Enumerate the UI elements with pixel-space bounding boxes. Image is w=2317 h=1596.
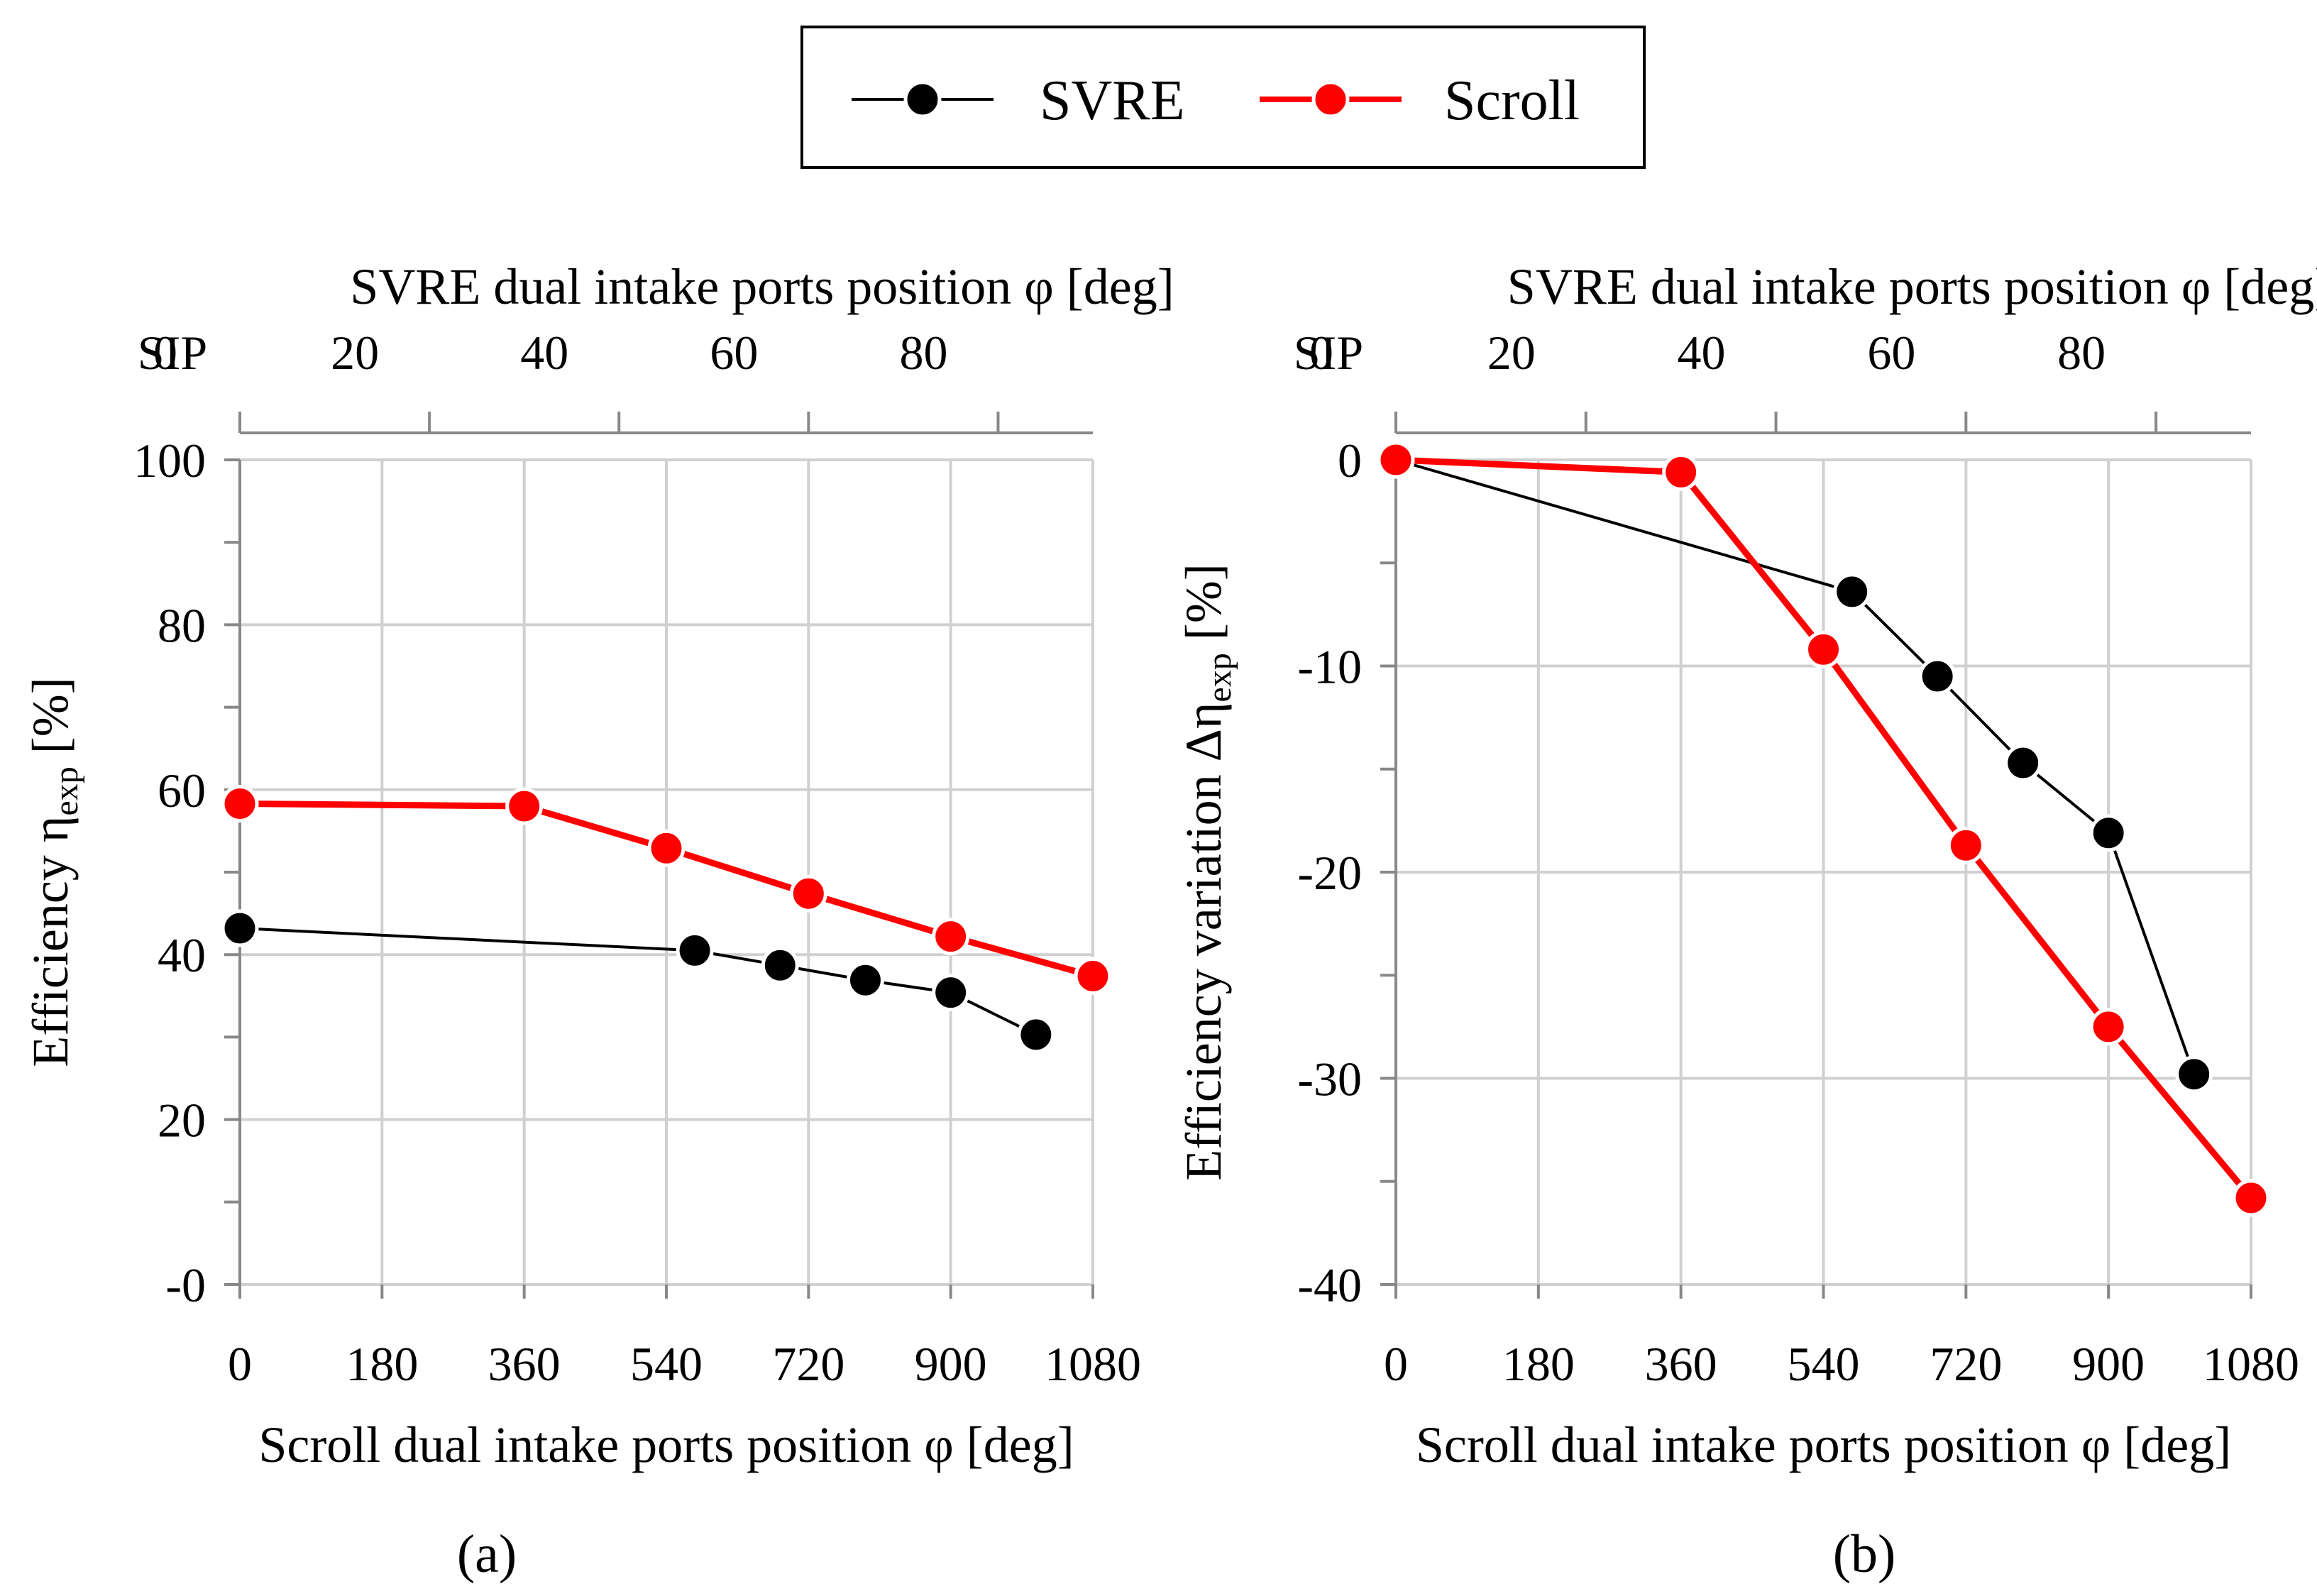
p0-panel-label: (a) <box>457 1524 517 1584</box>
p1-top-axis-sip: SIP <box>1294 326 1363 380</box>
p0-point-svre <box>221 909 259 947</box>
p1-top-tick-label: 0 <box>1309 326 1333 380</box>
p0-x-axis-title: Scroll dual intake ports position φ [deg… <box>258 1416 1074 1473</box>
p1-point-svre <box>1833 573 1871 611</box>
p0-x-tick-label: 720 <box>772 1337 844 1391</box>
p1-top-tick-label: 80 <box>2057 326 2106 380</box>
p0-top-tick-label: 60 <box>710 326 758 380</box>
p0-y-tick-label: 100 <box>133 434 206 488</box>
p1-y-axis-title-unit: [%] <box>1175 563 1232 653</box>
p0-point-svre <box>932 974 970 1012</box>
p1-x-tick-label: 540 <box>1788 1337 1860 1391</box>
p0-point-svre <box>846 961 884 999</box>
p0-top-axis-title: SVRE dual intake ports position φ [deg] <box>350 258 1174 315</box>
p0-y-tick-label: 80 <box>158 598 206 652</box>
p1-y-tick-label: -10 <box>1297 640 1362 694</box>
p1-y-tick-label: -30 <box>1297 1052 1362 1106</box>
p0-y-axis-title-unit: [%] <box>22 677 79 766</box>
p1-point-svre <box>2089 814 2128 852</box>
p1-point-scroll <box>2232 1179 2270 1217</box>
p1-series-line-scroll <box>1395 456 2254 1200</box>
p0-point-svre <box>676 931 714 969</box>
p0-top-axis-sip: SIP <box>138 326 207 380</box>
p1-point-svre <box>1918 657 1956 695</box>
p1-y-axis-title-sub: exp <box>1201 653 1238 702</box>
p1-point-scroll <box>1662 453 1700 491</box>
legend-box <box>800 26 1646 169</box>
p1-panel-label: (b) <box>1833 1524 1896 1584</box>
p1-point-scroll <box>1377 441 1415 479</box>
p1-series-line-svre <box>1395 458 2196 1075</box>
p0-x-tick-label: 180 <box>346 1337 418 1391</box>
p1-x-tick-label: 720 <box>1930 1337 2002 1391</box>
legend-svre-label: SVRE <box>1040 70 1185 132</box>
p0-y-tick-label: 40 <box>158 928 206 982</box>
p0-point-scroll <box>505 787 544 825</box>
p0-point-scroll <box>1074 957 1112 995</box>
p0-y-tick-label: 60 <box>158 764 206 818</box>
p1-x-tick-label: 900 <box>2072 1337 2145 1391</box>
p0-y-axis-title-sub: exp <box>48 766 85 815</box>
p0-series-line-scroll <box>239 800 1094 979</box>
p1-point-scroll <box>1947 826 1985 864</box>
p0-point-scroll <box>789 874 827 913</box>
p0-point-scroll <box>932 918 970 956</box>
p1-x-tick-label: 1080 <box>2203 1337 2299 1391</box>
p0-x-tick-label: 540 <box>630 1337 703 1391</box>
p0-x-tick-label: 1080 <box>1045 1337 1141 1391</box>
p1-top-tick-label: 20 <box>1487 326 1536 380</box>
p1-top-axis-title: SVRE dual intake ports position φ [deg] <box>1507 258 2317 315</box>
legend: SVRE Scroll <box>800 26 1646 169</box>
panel-b: 0 -10 -20 -30 -40 0 180 360 540 720 900 1080 Scroll … <box>1175 258 2317 1584</box>
p1-x-tick-label: 360 <box>1645 1337 1717 1391</box>
p0-top-tick-label: 0 <box>153 326 177 380</box>
p0-x-tick-label: 900 <box>915 1337 987 1391</box>
p0-top-tick-label: 40 <box>520 326 568 380</box>
p0-top-tick-label: 80 <box>899 326 947 380</box>
p0-top-tick-label: 20 <box>331 326 379 380</box>
p1-point-scroll <box>2089 1008 2128 1046</box>
p0-y-axis-title-main: Efficiency η <box>22 816 79 1067</box>
p1-x-tick-label: 0 <box>1384 1337 1408 1391</box>
p1-y-tick-label: -40 <box>1297 1258 1362 1312</box>
p1-y-tick-label: 0 <box>1338 434 1362 488</box>
p1-x-axis-title: Scroll dual intake ports position φ [deg… <box>1416 1416 2231 1473</box>
p0-point-svre <box>1017 1016 1055 1054</box>
p1-top-tick-label: 40 <box>1678 326 1726 380</box>
p0-y-tick-label: -0 <box>165 1258 206 1312</box>
p1-y-axis-title-main: Efficiency variation Δη <box>1175 702 1232 1180</box>
p1-y-axis-title: Efficiency variation Δηexp [%] <box>1175 563 1238 1181</box>
p1-x-tick-label: 180 <box>1502 1337 1575 1391</box>
p0-y-tick-label: 20 <box>158 1094 206 1148</box>
p0-x-tick-label: 360 <box>488 1337 561 1391</box>
p1-point-svre <box>2004 744 2042 782</box>
p0-y-axis-title: Efficiency ηexp [%] <box>22 677 85 1067</box>
p0-series-line-svre <box>239 927 1037 1036</box>
p0-point-scroll <box>647 829 686 867</box>
panel-a: 100 80 60 40 20 -0 0 180 360 540 720 900 1080 Scroll … <box>22 258 1174 1584</box>
p1-y-tick-label: -20 <box>1297 846 1362 900</box>
legend-scroll-marker <box>1311 80 1350 119</box>
p0-point-svre <box>761 946 799 984</box>
p1-point-scroll <box>1805 630 1842 668</box>
p0-point-scroll <box>221 785 259 823</box>
p1-top-tick-label: 60 <box>1867 326 1915 380</box>
legend-svre-marker <box>903 80 942 119</box>
legend-scroll-label: Scroll <box>1444 70 1580 132</box>
p0-x-tick-label: 0 <box>228 1337 252 1391</box>
p1-point-svre <box>2175 1055 2213 1094</box>
